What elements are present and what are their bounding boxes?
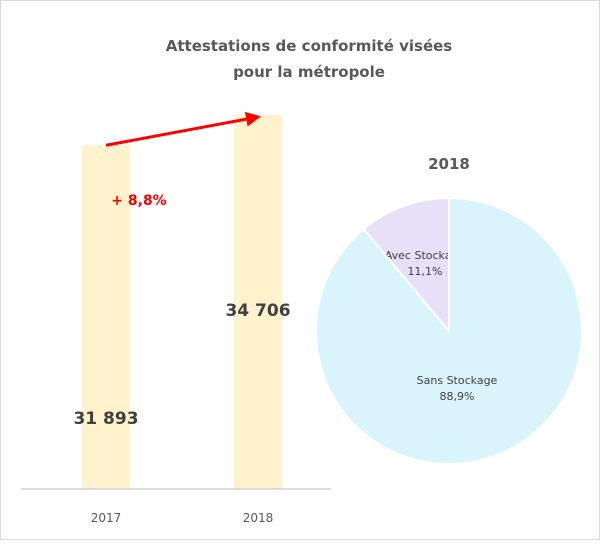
bar-2017 xyxy=(82,145,130,489)
bar-2018 xyxy=(234,114,282,489)
pie-slice-name: Sans Stockage xyxy=(417,374,498,387)
pie-slice-value: 88,9% xyxy=(440,390,475,403)
chart-title-line1: Attestations de conformité visées xyxy=(166,37,453,55)
pie-slice-sans-stockage xyxy=(315,196,583,465)
growth-label: + 8,8% xyxy=(111,193,166,209)
chart-title-line2: pour la métropole xyxy=(233,63,385,81)
chart-frame: Attestations de conformité visées pour l… xyxy=(0,0,600,540)
growth-arrow xyxy=(105,111,261,147)
x-tick-label: 2017 xyxy=(91,511,122,525)
bar-value-label: 31 893 xyxy=(73,409,138,429)
bar-chart: 2017 2018 31 893 34 706 + 8,8% xyxy=(21,111,331,525)
bar-value-label: 34 706 xyxy=(225,301,290,321)
pie-title: 2018 xyxy=(428,155,470,173)
pie-slice-avec-stockage xyxy=(362,196,450,334)
x-tick-label: 2018 xyxy=(243,511,274,525)
pie-slice-name: Avec Stockage xyxy=(385,249,466,262)
pie-chart: Avec Stockage 11,1% Sans Stockage 88,9% xyxy=(315,196,583,465)
pie-slice-value: 11,1% xyxy=(408,265,443,278)
